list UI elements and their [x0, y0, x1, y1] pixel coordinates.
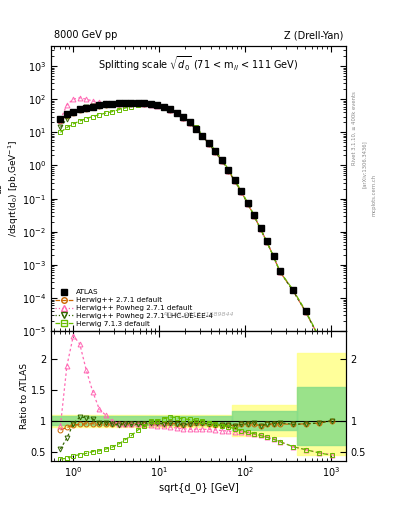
Y-axis label: d$\sigma$
/dsqrt(d$_0$) [pb,GeV$^{-1}$]: d$\sigma$ /dsqrt(d$_0$) [pb,GeV$^{-1}$]: [0, 140, 21, 237]
X-axis label: sqrt{d_0} [GeV]: sqrt{d_0} [GeV]: [159, 482, 238, 493]
Text: mcplots.cern.ch: mcplots.cern.ch: [371, 174, 376, 216]
Legend: ATLAS, Herwig++ 2.7.1 default, Herwig++ Powheg 2.7.1 default, Herwig++ Powheg 2.: ATLAS, Herwig++ 2.7.1 default, Herwig++ …: [53, 287, 215, 329]
Text: ATLAS_2017_I1589844: ATLAS_2017_I1589844: [163, 311, 234, 317]
Y-axis label: Ratio to ATLAS: Ratio to ATLAS: [20, 363, 29, 429]
Text: Rivet 3.1.10, ≥ 400k events: Rivet 3.1.10, ≥ 400k events: [352, 91, 357, 165]
Text: Z (Drell-Yan): Z (Drell-Yan): [283, 30, 343, 40]
Text: Splitting scale $\sqrt{d_0}$ (71 < m$_{ll}$ < 111 GeV): Splitting scale $\sqrt{d_0}$ (71 < m$_{l…: [98, 55, 299, 73]
Text: [arXiv:1306.3436]: [arXiv:1306.3436]: [362, 140, 367, 188]
Text: 8000 GeV pp: 8000 GeV pp: [54, 30, 118, 40]
